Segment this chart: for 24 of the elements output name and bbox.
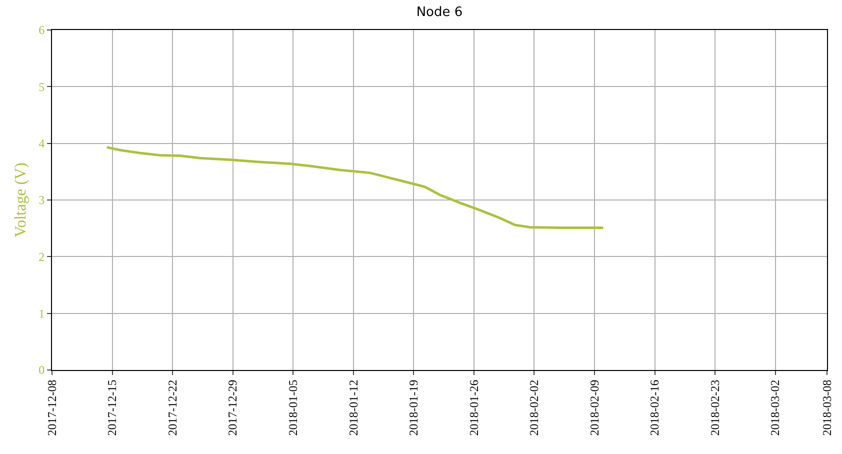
x-tick-label: 2018-01-12 [346, 380, 360, 436]
chart-title: Node 6 [416, 4, 463, 20]
x-tick-label: 2018-02-02 [527, 380, 542, 436]
x-tick-label: 2018-03-08 [820, 380, 834, 436]
y-tick-label: 3 [38, 193, 45, 208]
x-tick-label: 2017-12-22 [165, 380, 180, 436]
x-tick-label: 2018-01-26 [466, 380, 481, 436]
x-tick-label: 2018-01-05 [286, 380, 300, 436]
y-tick-label: 6 [38, 23, 45, 38]
x-tick-label: 2018-02-16 [648, 380, 662, 436]
x-tick-label: 2017-12-15 [105, 380, 120, 436]
line-series [106, 146, 604, 230]
y-tick-label: 4 [38, 136, 45, 151]
y-tick-label: 1 [38, 306, 45, 321]
y-tick-label: 0 [38, 363, 45, 378]
x-tick-label: 2018-02-23 [708, 380, 722, 436]
x-tick-label: 2017-12-08 [44, 380, 59, 436]
y-tick-label: 2 [38, 250, 45, 264]
y-tick-label: 5 [38, 80, 45, 94]
x-tick-label: 2018-03-02 [768, 380, 782, 436]
x-tick-label: 2018-02-09 [587, 380, 602, 436]
x-tick-label: 2018-01-19 [406, 380, 421, 436]
y-axis-title: Voltage (V) [12, 162, 30, 238]
x-tick-label: 2017-12-29 [226, 380, 240, 436]
